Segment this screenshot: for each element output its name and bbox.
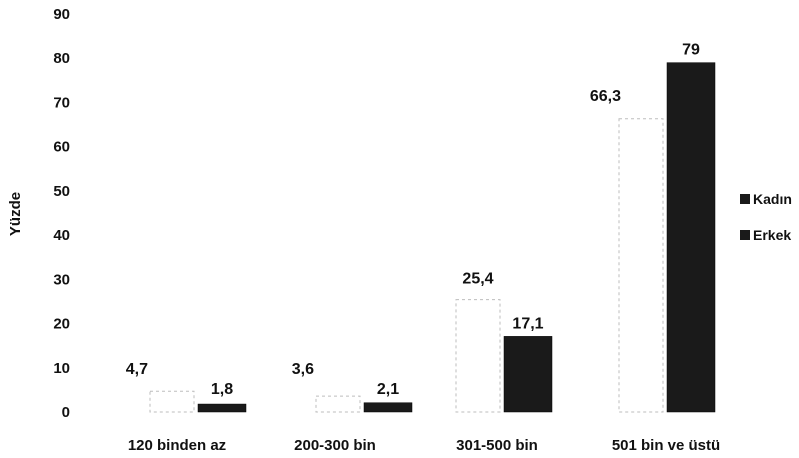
bar-erkek-2 — [503, 336, 553, 413]
x-category-label: 120 binden az — [128, 437, 226, 454]
legend-item-kadin: Kadın — [740, 188, 792, 210]
data-label-kadın: 25,4 — [462, 271, 493, 288]
y-tick-label: 10 — [53, 360, 70, 377]
bar-erkek-1 — [363, 402, 413, 413]
data-label-erkek: 17,1 — [512, 315, 543, 332]
legend: Kadın Erkek — [740, 188, 792, 260]
bars — [149, 62, 716, 413]
x-category-label: 200-300 bin — [294, 437, 376, 454]
legend-swatch-erkek — [740, 230, 750, 240]
bar-kadın-2 — [455, 299, 501, 413]
legend-swatch-kadin — [740, 194, 750, 204]
data-label-erkek: 1,8 — [211, 381, 233, 398]
data-label-kadın: 4,7 — [126, 361, 148, 378]
x-category-label: 301-500 bin — [456, 437, 538, 454]
y-axis-ticks: 0 10 20 30 40 50 60 70 80 90 — [53, 6, 70, 421]
y-tick-label: 0 — [62, 404, 70, 421]
y-tick-label: 50 — [53, 183, 70, 200]
y-tick-label: 30 — [53, 271, 70, 288]
data-label-kadın: 66,3 — [590, 88, 621, 105]
x-category-label: 501 bin ve üstü — [612, 437, 720, 454]
y-tick-label: 70 — [53, 94, 70, 111]
bar-erkek-3 — [666, 62, 716, 413]
bar-erkek-0 — [197, 403, 247, 413]
y-tick-label: 20 — [53, 316, 70, 333]
legend-label-erkek: Erkek — [753, 227, 792, 243]
data-label-kadın: 3,6 — [292, 361, 314, 378]
y-tick-label: 60 — [53, 139, 70, 156]
x-axis-categories: 120 binden az 200-300 bin 301-500 bin 501 b… — [128, 437, 720, 454]
bar-kadın-0 — [149, 390, 195, 413]
legend-item-erkek: Erkek — [740, 224, 792, 246]
bar-kadın-1 — [315, 395, 361, 413]
bar-kadın-3 — [618, 118, 664, 413]
data-label-erkek: 79 — [682, 42, 700, 59]
y-tick-label: 90 — [53, 6, 70, 23]
y-tick-label: 80 — [53, 50, 70, 67]
legend-label-kadin: Kadın — [753, 191, 792, 207]
y-tick-label: 40 — [53, 227, 70, 244]
y-axis-label: Yüzde — [7, 192, 24, 236]
data-labels: 4,7 3,6 25,4 66,3 1,8 2,1 17,1 79 — [126, 42, 700, 398]
data-label-erkek: 2,1 — [377, 381, 399, 398]
